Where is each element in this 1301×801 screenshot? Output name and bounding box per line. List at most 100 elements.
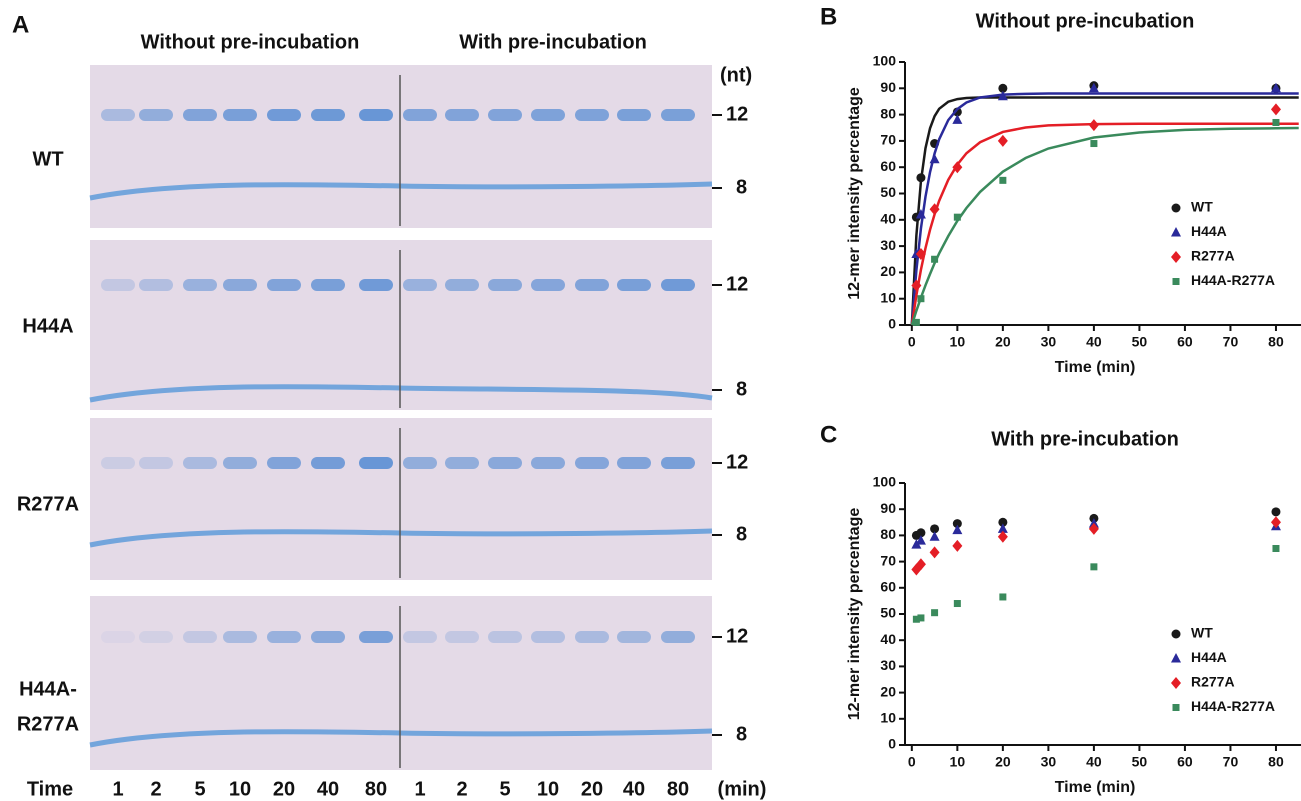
data-point xyxy=(1270,103,1281,116)
size-marker: 8 xyxy=(736,523,747,545)
y-tick-label: 60 xyxy=(880,579,896,595)
y-tick-label: 40 xyxy=(880,211,896,227)
data-point xyxy=(952,114,963,124)
panel-label: B xyxy=(820,3,837,30)
data-point xyxy=(998,83,1008,93)
gel-band xyxy=(139,279,173,291)
data-point xyxy=(997,530,1008,543)
gel-header: Without pre-incubation xyxy=(141,31,360,53)
data-point xyxy=(929,203,940,216)
gel-band xyxy=(311,109,345,121)
data-point xyxy=(1271,507,1281,517)
y-tick-label: 50 xyxy=(880,605,896,621)
panel-label: A xyxy=(12,11,29,38)
x-tick-label: 80 xyxy=(1268,334,1284,350)
gel-band xyxy=(183,457,217,469)
data-point xyxy=(1088,82,1099,93)
gel-band xyxy=(359,631,393,643)
panel-label: C xyxy=(820,421,837,448)
size-marker: 8 xyxy=(736,378,747,400)
size-marker: 12 xyxy=(726,451,748,473)
y-tick-label: 30 xyxy=(880,237,896,253)
gel-band xyxy=(445,457,479,469)
data-point xyxy=(916,173,926,183)
data-point xyxy=(1090,563,1098,571)
data-point xyxy=(953,213,961,221)
gel-band xyxy=(101,109,135,121)
gel-band xyxy=(661,631,695,643)
data-point xyxy=(952,519,962,529)
gel-band xyxy=(575,457,609,469)
gel-band xyxy=(531,631,565,643)
legend-marker xyxy=(1171,653,1181,663)
legend-label: R277A xyxy=(1191,674,1235,690)
y-tick-label: 60 xyxy=(880,158,896,174)
gel-band xyxy=(359,457,393,469)
gel-image xyxy=(90,240,712,410)
lane-time: 40 xyxy=(317,778,339,800)
x-tick-label: 70 xyxy=(1223,334,1239,350)
data-point xyxy=(952,161,963,174)
y-tick-label: 70 xyxy=(880,552,896,568)
y-tick-label: 10 xyxy=(880,710,896,726)
x-tick-label: 50 xyxy=(1132,754,1148,770)
x-tick-label: 40 xyxy=(1086,754,1102,770)
y-tick-label: 10 xyxy=(880,289,896,305)
fit-curve xyxy=(910,126,1299,326)
x-tick-label: 60 xyxy=(1177,754,1193,770)
gel-band xyxy=(403,457,437,469)
size-marker: 8 xyxy=(736,723,747,745)
gel-band xyxy=(267,457,301,469)
gel-band xyxy=(531,109,565,121)
y-tick-label: 20 xyxy=(880,683,896,699)
lane-time: 5 xyxy=(499,778,510,800)
gel-band xyxy=(575,279,609,291)
data-point xyxy=(931,255,939,263)
gel-band xyxy=(183,631,217,643)
data-point xyxy=(952,524,963,535)
x-tick-label: 50 xyxy=(1132,334,1148,350)
gel-band xyxy=(267,631,301,643)
y-axis-label: 12-mer intensity percentage xyxy=(846,508,863,721)
data-point xyxy=(952,539,963,552)
data-point xyxy=(1088,522,1099,535)
data-point xyxy=(1090,140,1098,148)
y-tick-label: 0 xyxy=(888,736,896,752)
gel-header: With pre-incubation xyxy=(459,31,647,53)
lane-time: 1 xyxy=(112,778,123,800)
fit-curve xyxy=(910,96,1299,326)
data-point xyxy=(912,318,920,326)
legend-label: H44A-R277A xyxy=(1191,272,1275,288)
x-tick-label: 20 xyxy=(995,754,1011,770)
data-point xyxy=(911,279,922,292)
legend-marker xyxy=(1171,203,1181,213)
data-point xyxy=(917,295,925,303)
data-point xyxy=(1272,545,1280,552)
time-unit: (min) xyxy=(718,778,767,800)
legend-label: H44A xyxy=(1191,649,1227,665)
lane-time: 20 xyxy=(581,778,603,800)
lane-time: 40 xyxy=(623,778,645,800)
x-tick-label: 40 xyxy=(1086,334,1102,350)
gel-band xyxy=(183,109,217,121)
data-point xyxy=(999,176,1007,184)
y-tick-label: 50 xyxy=(880,184,896,200)
y-tick-label: 20 xyxy=(880,263,896,279)
gel-lane-name: R277A xyxy=(17,713,79,735)
y-tick-label: 80 xyxy=(880,526,896,542)
legend-marker xyxy=(1172,278,1180,285)
legend-label: H44A xyxy=(1191,223,1227,239)
gel-band xyxy=(139,109,173,121)
gel-band xyxy=(311,631,345,643)
lane-time: 1 xyxy=(414,778,425,800)
size-marker: 12 xyxy=(726,103,748,125)
size-marker: 12 xyxy=(726,273,748,295)
time-label: Time xyxy=(27,778,73,800)
y-tick-label: 100 xyxy=(873,474,897,490)
gel-lane-name: WT xyxy=(32,148,63,170)
gel-band xyxy=(445,109,479,121)
x-tick-label: 20 xyxy=(995,334,1011,350)
gel-band xyxy=(359,279,393,291)
legend-marker xyxy=(1171,629,1181,639)
data-point xyxy=(915,535,926,545)
